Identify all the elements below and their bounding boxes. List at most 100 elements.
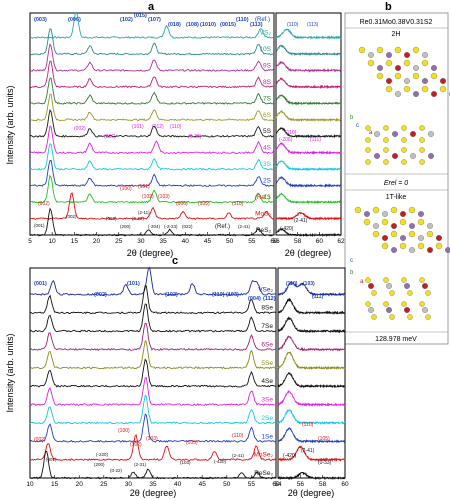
series-line-5Se [277, 350, 346, 371]
inset-c-ann-420: (-420) [283, 453, 297, 459]
atom-re [409, 247, 415, 253]
panel-a-annotations-4s: (002) (006) (101) (012) (110) (0-33) [74, 124, 202, 140]
atom-s [385, 59, 393, 67]
atom-s [403, 59, 411, 67]
ann-top-003: (003) [34, 17, 47, 23]
ann-rese2-022: (0-22) [110, 468, 123, 473]
ann-mose2-110: (110) [232, 433, 244, 439]
series-line-ReS2 [275, 227, 342, 238]
atom-v [395, 65, 401, 71]
atom-s [372, 230, 380, 238]
series-label-7S: 7S [263, 95, 272, 102]
inset-a-ann-241: (2-41) [294, 218, 308, 224]
series-label-9S: 9S [263, 62, 272, 69]
ann-res2-022b: (022) [182, 224, 193, 229]
panel-a-xticks: 5 10 15 20 25 30 35 40 45 50 55 60 [28, 232, 278, 245]
ann-top-110: (110) [236, 17, 249, 23]
panel-c-inset-annotations: (110) (103) (111) (110) (105) (-420) (2-… [283, 281, 332, 466]
panel-c-inset-xlabel: 2θ (degree) [288, 488, 335, 498]
x-tick-label: 62 [337, 238, 345, 245]
x-tick-label: 58 [294, 238, 302, 245]
atom-s [383, 125, 389, 131]
atom-re [382, 211, 388, 217]
series-line-VS2 [29, 11, 275, 39]
x-tick-label: 25 [100, 481, 108, 488]
series-label-5S: 5S [263, 128, 272, 135]
series-line-MoS2 [275, 211, 342, 221]
axis-label-c1: c [356, 123, 359, 129]
atom-s [365, 147, 371, 153]
series-line-MoSe2 [277, 445, 346, 463]
series-label-4Se: 4Se [261, 378, 273, 385]
panel-b-energy-1t: 128.978 meV [375, 336, 417, 343]
series-line-5Se [29, 340, 277, 370]
panel-b-frame [344, 12, 449, 345]
atom-re [413, 65, 419, 71]
atom-s [383, 137, 389, 143]
x-tick-label: 35 [149, 481, 157, 488]
x-tick-label: 56 [272, 238, 280, 245]
ann-res2-022: (0-22) [132, 216, 145, 221]
atom-s [383, 277, 389, 283]
ann-top-0015: (0015) [220, 22, 236, 28]
atom-v [392, 153, 398, 159]
ann-mose2-103: (103) [146, 436, 158, 442]
series-line-VSe2 [277, 280, 346, 297]
series-line-4S [29, 125, 275, 155]
ann-4s-110: (110) [170, 124, 182, 130]
axis-label-b2: b [350, 270, 354, 276]
series-line-7Se [277, 316, 346, 334]
ann-4s-006: (006) [104, 134, 116, 140]
x-tick-label: 5 [28, 238, 32, 245]
atom-s [401, 301, 407, 307]
atom-s [426, 230, 434, 238]
panel-c-inset-series [277, 280, 346, 481]
ann-mos2-110: (110) [232, 201, 244, 207]
series-line-2S [29, 159, 275, 188]
series-line-8Se [29, 284, 277, 315]
inset-a-ann-420: (-420) [280, 226, 294, 232]
ann-mos2-102: (102) [142, 194, 154, 200]
panel-a-ylabel: Intensity (arb. units) [5, 85, 15, 164]
atom-mo [404, 283, 410, 289]
x-tick-label: 55 [248, 238, 256, 245]
atom-s [371, 290, 377, 296]
inset-c-ann-110: (110) [286, 281, 298, 287]
series-line-7S [29, 77, 275, 105]
atom-s [419, 137, 425, 143]
atom-s [381, 218, 389, 226]
atom-mo [386, 307, 392, 313]
x-tick-label: 50 [223, 481, 231, 488]
panel-c-xticks: 10 15 20 25 30 35 40 45 50 55 60 [26, 475, 280, 488]
atom-s [394, 72, 402, 80]
series-line-7S [275, 94, 342, 106]
atom-mo [413, 91, 419, 97]
ann-mos2-100: (100) [120, 186, 132, 192]
atom-mo [392, 131, 398, 137]
atom-s [365, 301, 371, 307]
atom-mo [418, 211, 424, 217]
x-tick-label: 55 [248, 481, 256, 488]
series-label-7Se: 7Se [261, 323, 273, 330]
ann-vse2-002: (002) [94, 292, 107, 298]
axis-label-b1: b [350, 115, 354, 121]
panel-c-series: VSe₂ 8Se 7Se 6Se 5Se 4Se 3Se 2Se 1Se MoSe₂ ReSe₂ [29, 266, 277, 480]
inset-c-ann-110b: (110) [302, 422, 314, 428]
ann-mos2-103: (103) [158, 194, 170, 200]
atom-re [427, 223, 433, 229]
series-label-MoSe2: MoSe₂ [253, 452, 273, 459]
panel-c-ylabel: Intensity (arb. units) [5, 333, 15, 412]
x-tick-label: 20 [93, 238, 101, 245]
series-label-10S: 10S [259, 46, 271, 53]
atom-re [368, 52, 374, 58]
ann-top-113: (113) [250, 22, 263, 28]
atom-s [365, 137, 371, 143]
atom-v [391, 223, 397, 229]
series-line-8S [275, 77, 342, 90]
panel-a-annotations-top: (003) (006) (102) (015) (107) (018) (108… [34, 13, 263, 28]
inset-c-ann-241: (2-41) [301, 448, 315, 454]
series-label-2Se: 2Se [261, 415, 273, 422]
x-tick-label: 60 [272, 481, 280, 488]
x-tick-label: 56 [297, 481, 305, 488]
panel-b-energy-2h: Erel = 0 [384, 180, 408, 187]
